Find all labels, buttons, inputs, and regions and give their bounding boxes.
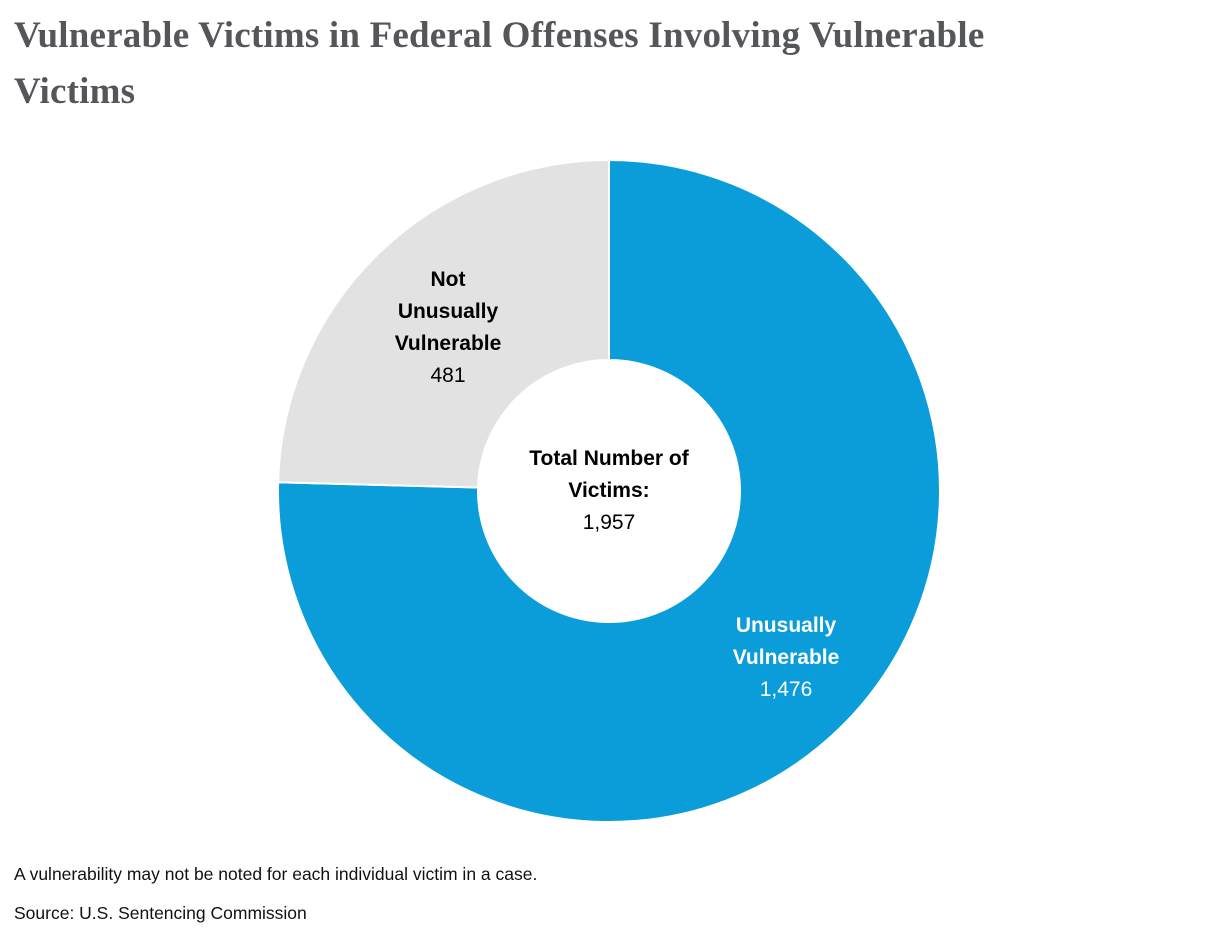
- chart-footnote: A vulnerability may not be noted for eac…: [14, 864, 538, 884]
- chart-title: Vulnerable Victims in Federal Offenses I…: [14, 15, 985, 112]
- slice-label-not-unusually-vulnerable: Not Unusually Vulnerable 481: [383, 264, 513, 392]
- slice-value: 1,476: [759, 678, 813, 701]
- slice-value: 481: [430, 364, 466, 387]
- donut-slice-0: [277, 158, 941, 823]
- total-victims-label: Total Number of Victims:: [529, 447, 689, 502]
- slice-label-text: Not Unusually Vulnerable: [394, 268, 502, 355]
- donut-center-label: Total Number of Victims: 1,957: [514, 443, 704, 539]
- donut-slice-1: [277, 158, 610, 489]
- slice-label-text: Unusually Vulnerable: [732, 614, 840, 669]
- slice-label-unusually-vulnerable: Unusually Vulnerable 1,476: [706, 610, 866, 706]
- chart-source: Source: U.S. Sentencing Commission: [14, 903, 307, 923]
- total-victims-value: 1,957: [582, 511, 636, 534]
